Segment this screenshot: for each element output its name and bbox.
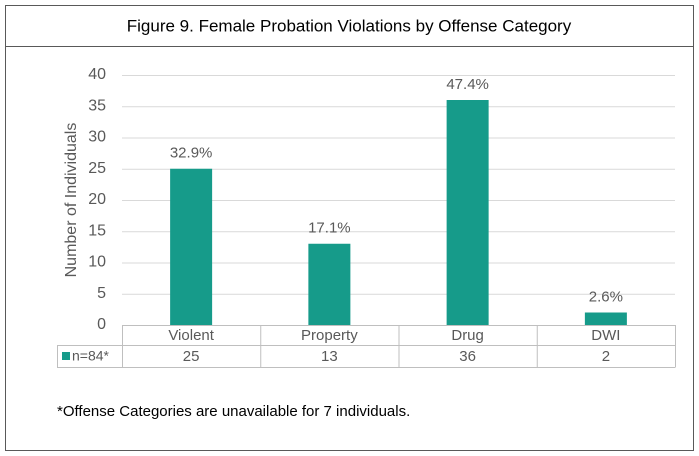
y-tick-label: 20 xyxy=(88,191,106,208)
y-tick-label: 25 xyxy=(88,160,106,177)
legend-label: n=84* xyxy=(72,348,110,364)
category-label: DWI xyxy=(591,327,620,344)
category-label: Property xyxy=(301,327,358,344)
y-tick-label: 30 xyxy=(88,129,106,146)
bar xyxy=(308,243,351,325)
percent-label: 32.9% xyxy=(170,145,213,162)
percent-label: 2.6% xyxy=(589,288,623,305)
category-label: Violent xyxy=(168,327,214,344)
y-axis-label: Number of Individuals xyxy=(63,123,80,278)
category-label: Drug xyxy=(451,327,484,344)
table-value: 36 xyxy=(459,348,476,365)
legend-swatch xyxy=(62,352,70,360)
percent-label: 47.4% xyxy=(446,76,489,93)
table-value: 13 xyxy=(321,348,338,365)
table-value: 2 xyxy=(602,348,610,365)
y-tick-label: 15 xyxy=(88,222,106,239)
y-tick-label: 10 xyxy=(88,254,106,271)
footnote: *Offense Categories are unavailable for … xyxy=(57,403,410,420)
bar xyxy=(446,100,489,325)
y-tick-label: 5 xyxy=(97,285,106,302)
frame xyxy=(5,5,694,451)
chart-title: Figure 9. Female Probation Violations by… xyxy=(127,16,572,35)
y-tick-label: 0 xyxy=(97,316,106,333)
y-tick-label: 35 xyxy=(88,97,106,114)
y-tick-label: 40 xyxy=(88,66,106,83)
bar xyxy=(170,168,213,325)
bar xyxy=(584,312,627,325)
percent-label: 17.1% xyxy=(308,220,351,237)
table-value: 25 xyxy=(183,348,200,365)
